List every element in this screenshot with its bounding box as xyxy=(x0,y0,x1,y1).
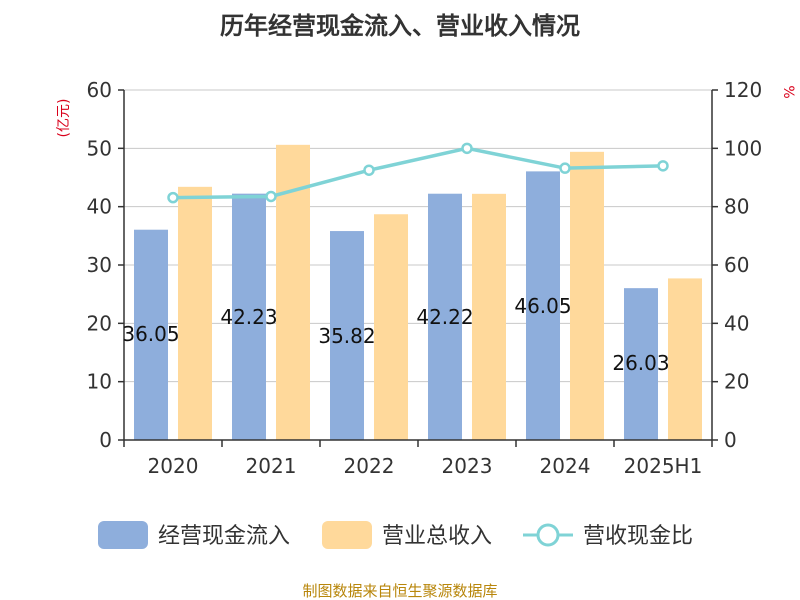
y-right-tick-label: 100 xyxy=(724,136,762,160)
legend-swatch xyxy=(322,521,372,549)
y-left-tick-label: 20 xyxy=(87,311,112,335)
ratio-point xyxy=(265,190,277,203)
bar-value-label: 35.82 xyxy=(318,324,375,348)
y-right-unit: % xyxy=(780,85,796,98)
chart-title: 历年经营现金流入、营业收入情况 xyxy=(220,12,580,40)
y-right-tick-label: 80 xyxy=(724,195,749,219)
bar-revenue xyxy=(472,193,506,440)
x-tick-label: 2020 xyxy=(148,454,199,478)
bar-revenue xyxy=(668,278,702,440)
bar-value-label: 26.03 xyxy=(612,351,669,375)
legend: 经营现金流入 营业总收入 营收现金比 xyxy=(98,521,693,549)
bar-value-label: 42.23 xyxy=(220,305,277,329)
bar-value-label: 42.22 xyxy=(416,305,473,329)
y-right-tick-label: 60 xyxy=(724,253,749,277)
ratio-point xyxy=(559,162,571,174)
legend-swatch xyxy=(98,521,148,549)
x-tick-label: 2022 xyxy=(344,454,395,478)
ratio-point xyxy=(657,160,669,172)
bar-revenue xyxy=(374,214,408,440)
y-left-tick-label: 50 xyxy=(87,136,112,160)
bar-cash-inflow xyxy=(428,193,462,440)
data-labels: 36.05 42.23 35.82 42.22 46.05 26.03 xyxy=(122,294,669,375)
bars xyxy=(134,144,702,441)
y-right-tick-label: 0 xyxy=(724,428,737,452)
axes: 0 10 20 30 40 50 60 0 20 40 60 80 100 120 2020 2021 2022… xyxy=(87,78,763,478)
y-left-unit: (亿元) xyxy=(56,99,72,138)
source-note: 制图数据来自恒生聚源数据库 xyxy=(302,582,497,600)
y-left-tick-label: 60 xyxy=(87,78,112,102)
legend-marker xyxy=(536,523,560,547)
x-tick-label: 2021 xyxy=(246,454,297,478)
gridlines xyxy=(124,89,712,383)
bar-revenue xyxy=(570,151,604,441)
y-right-tick-label: 20 xyxy=(724,370,749,394)
y-left-tick-label: 30 xyxy=(87,253,112,277)
y-left-tick-label: 10 xyxy=(87,370,112,394)
bar-cash-inflow xyxy=(232,193,266,440)
y-left-tick-label: 0 xyxy=(99,428,112,452)
bar-cash-inflow xyxy=(330,231,364,440)
x-tick-label: 2024 xyxy=(540,454,591,478)
y-right-tick-label: 40 xyxy=(724,311,749,335)
bar-cash-inflow xyxy=(134,229,168,440)
y-left-tick-label: 40 xyxy=(87,195,112,219)
bar-value-label: 36.05 xyxy=(122,322,179,346)
legend-label: 经营现金流入 xyxy=(158,524,290,549)
legend-label: 营业总收入 xyxy=(382,524,492,549)
x-tick-label: 2025H1 xyxy=(624,454,703,478)
bar-cash-inflow xyxy=(624,288,658,440)
ratio-point xyxy=(167,191,179,204)
bar-cash-inflow xyxy=(526,171,560,440)
y-right-tick-label: 120 xyxy=(724,78,762,102)
legend-label: 营收现金比 xyxy=(583,524,693,549)
ratio-point xyxy=(363,164,375,176)
bar-value-label: 46.05 xyxy=(514,294,571,318)
ratio-point xyxy=(461,142,473,155)
bar-revenue xyxy=(178,186,212,440)
ratio-line xyxy=(167,142,669,204)
x-tick-label: 2023 xyxy=(442,454,493,478)
ratio-line-path xyxy=(172,146,664,200)
